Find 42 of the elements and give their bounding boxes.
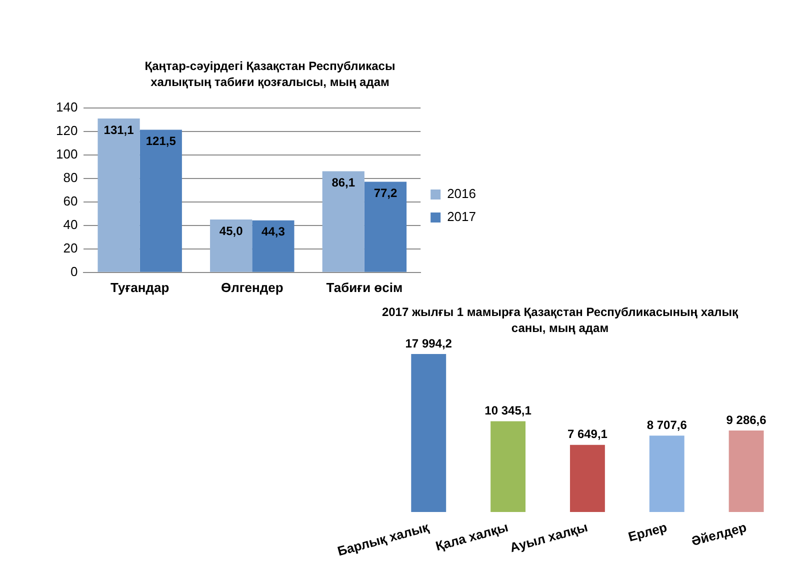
y-tick-label: 20 — [63, 240, 78, 256]
bar — [490, 421, 526, 512]
data-label: 9 286,6 — [726, 412, 767, 427]
data-label: 121,5 — [146, 134, 176, 148]
legend-label: 2017 — [447, 209, 476, 224]
x-tick-label: Табиғи өсім — [326, 280, 403, 295]
bar — [98, 118, 140, 272]
chart-title: 2017 жылғы 1 мамырға Қазақстан Республикасының халық саны, мың адам — [380, 304, 740, 336]
y-tick-label: 40 — [63, 217, 78, 232]
bar — [252, 220, 294, 272]
data-label: 45,0 — [219, 224, 244, 238]
legend-label: 2016 — [447, 186, 476, 202]
x-tick-label: Қала халқы — [434, 519, 510, 554]
bar — [140, 130, 182, 272]
x-tick-label: Ерлер — [626, 519, 669, 544]
bar — [570, 444, 605, 512]
y-tick-label: 120 — [56, 123, 78, 138]
bar — [322, 171, 364, 272]
x-tick-label: Әйелдер — [690, 519, 748, 549]
y-tick-label: 80 — [63, 170, 78, 186]
bar — [649, 436, 684, 512]
bar — [364, 182, 407, 272]
data-label: 8 707,6 — [646, 418, 688, 432]
x-tick-label: Барлық халық — [336, 519, 431, 559]
bar — [411, 354, 446, 512]
y-tick-label: 140 — [56, 100, 78, 115]
data-label: 86,1 — [332, 176, 356, 190]
y-tick-label: 60 — [63, 194, 78, 209]
data-label: 17 994,2 — [405, 336, 452, 350]
data-label: 131,1 — [104, 122, 134, 137]
y-tick-label: 100 — [56, 146, 78, 162]
bar — [210, 220, 252, 272]
chart-title: Қаңтар-сәуірдегі Қазақстан Республикасы халықтың табиғи қозғалысы, мың адам — [144, 58, 396, 90]
data-label: 77,2 — [374, 186, 398, 200]
data-label: 10 345,1 — [484, 404, 532, 418]
x-tick-label: Туғандар — [110, 280, 170, 295]
bar — [728, 430, 764, 512]
x-tick-label: Ауыл халқы — [508, 519, 590, 556]
x-tick-label: Өлгендер — [220, 280, 284, 295]
data-label: 7 649,1 — [567, 427, 608, 442]
y-tick-label: 0 — [70, 264, 78, 279]
data-label: 44,3 — [262, 224, 286, 239]
